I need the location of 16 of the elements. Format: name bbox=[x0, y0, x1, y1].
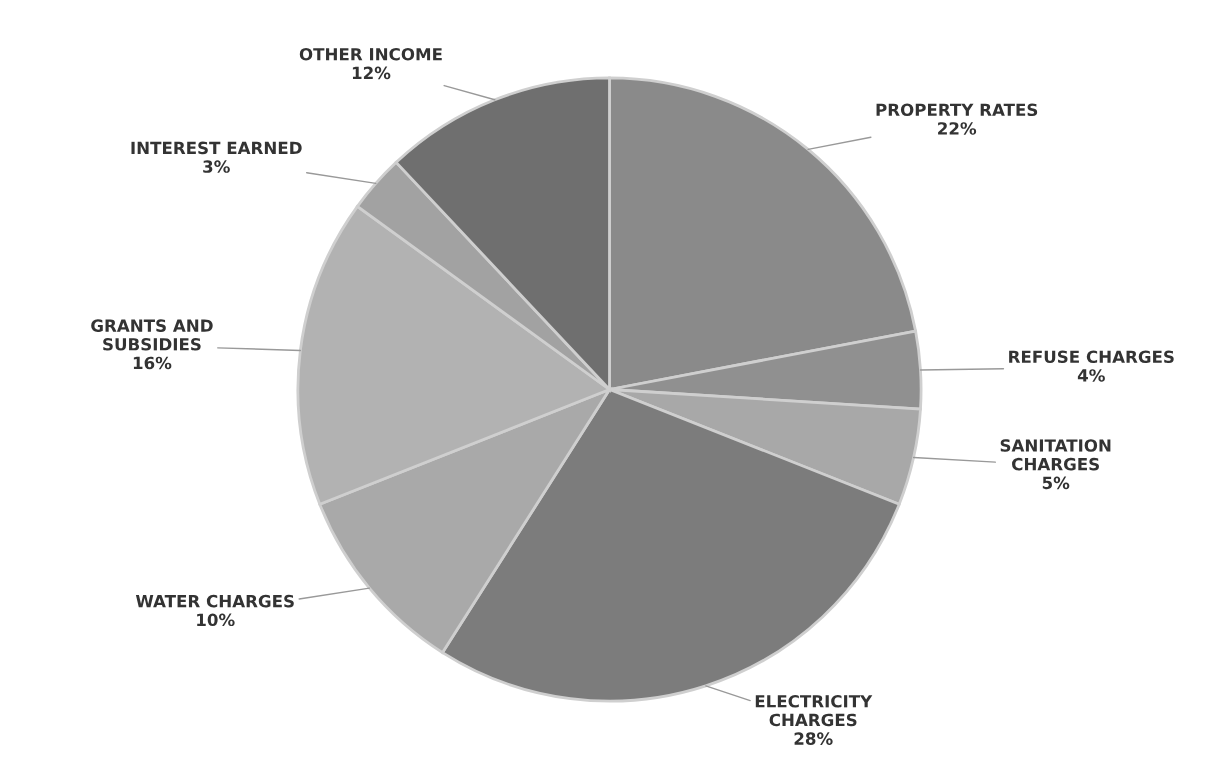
data-label: 4% bbox=[1077, 369, 1105, 382]
data-label: 5% bbox=[1042, 476, 1070, 490]
data-label: 16% bbox=[133, 356, 172, 370]
data-label: 28% bbox=[794, 732, 833, 745]
slice-label: SANITATION CHARGES bbox=[1000, 439, 1111, 471]
slice-label: ELECTRICITY CHARGES bbox=[755, 694, 873, 727]
data-label: 12% bbox=[352, 66, 391, 80]
slice-label: GRANTS AND SUBSIDIES bbox=[91, 319, 213, 351]
slice-label: INTEREST EARNED bbox=[131, 141, 302, 155]
data-label: 22% bbox=[938, 122, 977, 135]
data-label: 3% bbox=[203, 160, 230, 173]
slice-label: OTHER INCOME bbox=[299, 47, 442, 61]
slice-label: WATER CHARGES bbox=[135, 594, 294, 608]
slice-label: PROPERTY RATES bbox=[876, 103, 1038, 117]
slice-label: REFUSE CHARGES bbox=[1009, 350, 1174, 364]
data-label: 10% bbox=[197, 613, 235, 627]
